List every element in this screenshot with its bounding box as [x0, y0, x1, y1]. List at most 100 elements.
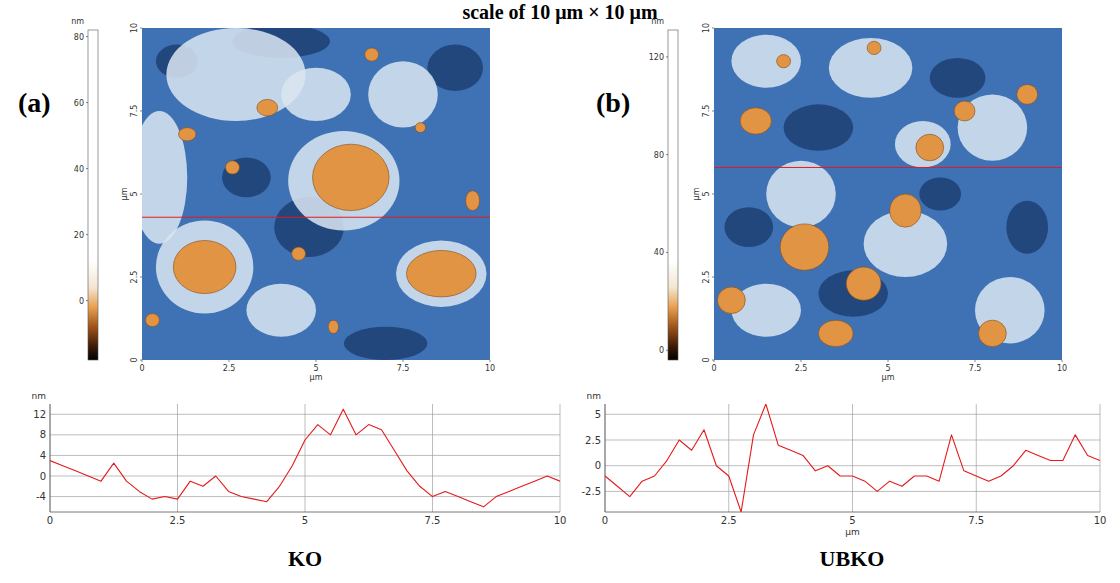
x-tick-label: 10	[1094, 515, 1107, 526]
x-tick	[1062, 360, 1063, 362]
afm-ground	[714, 28, 1062, 360]
colorbar-tick	[666, 56, 668, 57]
panel-letter: (b)	[596, 87, 630, 118]
x-tick-label: 2.5	[721, 515, 737, 526]
x-tick-label: 5	[302, 515, 308, 526]
y-axis-title: nm	[587, 391, 601, 401]
profile-data	[50, 409, 560, 507]
x-tick	[888, 360, 889, 362]
afm-image	[142, 28, 490, 360]
profile-line	[50, 409, 560, 507]
x-grid	[605, 404, 606, 512]
colorbar-tick-label: 0	[79, 297, 84, 306]
x-tick	[229, 360, 230, 362]
profile-data	[605, 404, 1100, 512]
texture-light	[731, 35, 801, 88]
texture-grain	[978, 320, 1006, 347]
x-tick	[975, 360, 976, 362]
colorbar-label: nm	[71, 17, 84, 26]
y-tick	[712, 277, 714, 278]
profile-chart: -40481202.557.510nmKO	[32, 391, 567, 571]
colorbar-tick-label: 40	[654, 248, 664, 257]
colorbar-tick-label: 120	[649, 53, 664, 62]
colorbar-tick	[86, 300, 88, 301]
texture-grain	[365, 48, 379, 61]
afm-panel: (a)nm02040608002.557.510μm02.557.510μm	[18, 17, 495, 382]
texture-light	[288, 131, 399, 231]
y-axis	[50, 404, 51, 512]
y-tick	[140, 277, 142, 278]
y-tick	[712, 360, 714, 361]
y-tick	[712, 194, 714, 195]
x-tick-label: 5	[849, 515, 855, 526]
x-grid	[1100, 404, 1101, 512]
texture-dark	[344, 327, 428, 360]
x-tick-label: 10	[485, 364, 495, 373]
y-tick-label: 5	[702, 191, 711, 196]
x-tick-label: 5	[885, 364, 890, 373]
y-tick	[140, 28, 142, 29]
colorbar-label: nm	[651, 17, 664, 26]
colorbar	[668, 30, 678, 360]
x-tick-label: 0	[602, 515, 608, 526]
texture-dark	[724, 207, 773, 247]
colorbar-tick-label: 80	[74, 33, 84, 42]
y-axis-title: μm	[120, 187, 129, 200]
x-tick	[403, 360, 404, 362]
profile-line	[714, 167, 1062, 168]
colorbar-tick	[86, 234, 88, 235]
texture-grain	[1017, 84, 1038, 104]
x-grid	[560, 404, 561, 512]
x-tick-label: 7.5	[397, 364, 410, 373]
y-tick-label: 2.5	[130, 271, 139, 284]
x-axis-title: μm	[845, 527, 860, 537]
y-axis-title: nm	[32, 391, 46, 401]
texture-light	[895, 121, 951, 167]
y-tick-label: 5	[595, 409, 601, 420]
x-grid	[305, 404, 306, 512]
y-tick-label: 8	[40, 429, 46, 440]
y-tick-label: -4	[36, 491, 46, 502]
texture-light	[166, 28, 305, 121]
texture-grain	[867, 41, 881, 54]
x-tick	[316, 360, 317, 362]
x-tick-label: 2.5	[795, 364, 808, 373]
x-tick-label: 7.5	[969, 364, 982, 373]
x-grid	[976, 404, 977, 512]
colorbar-tick-label: 20	[74, 231, 84, 240]
y-tick-label: 0	[595, 460, 601, 471]
texture-grain	[890, 194, 921, 227]
y-axis	[605, 404, 606, 512]
x-grid	[728, 404, 729, 512]
colorbar-tick-label: 40	[74, 165, 84, 174]
y-tick	[140, 111, 142, 112]
colorbar-tick	[86, 36, 88, 37]
x-tick-label: 7.5	[425, 515, 441, 526]
afm-ground	[142, 28, 490, 360]
afm-image	[714, 28, 1062, 360]
texture-light	[396, 240, 486, 306]
y-tick-label: 10	[702, 23, 711, 33]
figure-title: scale of 10 μm × 10 μm	[462, 1, 657, 24]
colorbar-tick	[86, 168, 88, 169]
x-axis-title: μm	[882, 373, 895, 382]
y-tick-label: 0	[130, 357, 139, 362]
y-tick-label: 0	[702, 357, 711, 362]
texture-grain	[780, 224, 829, 270]
profile-line	[605, 404, 1100, 512]
y-tick	[140, 194, 142, 195]
y-tick-label: 2.5	[585, 435, 601, 446]
x-tick-label: 10	[1057, 364, 1067, 373]
y-tick	[712, 28, 714, 29]
texture-light	[246, 284, 316, 337]
y-tick-label: 2.5	[702, 271, 711, 284]
x-tick-label: 0	[139, 364, 144, 373]
texture-grain	[179, 128, 196, 141]
x-tick	[490, 360, 491, 362]
x-tick-label: 0	[47, 515, 53, 526]
texture-grain	[328, 320, 338, 333]
y-tick-label: -2.5	[581, 486, 601, 497]
texture-grain	[777, 55, 791, 68]
y-tick-label: 7.5	[130, 105, 139, 118]
y-tick-label: 10	[130, 23, 139, 33]
